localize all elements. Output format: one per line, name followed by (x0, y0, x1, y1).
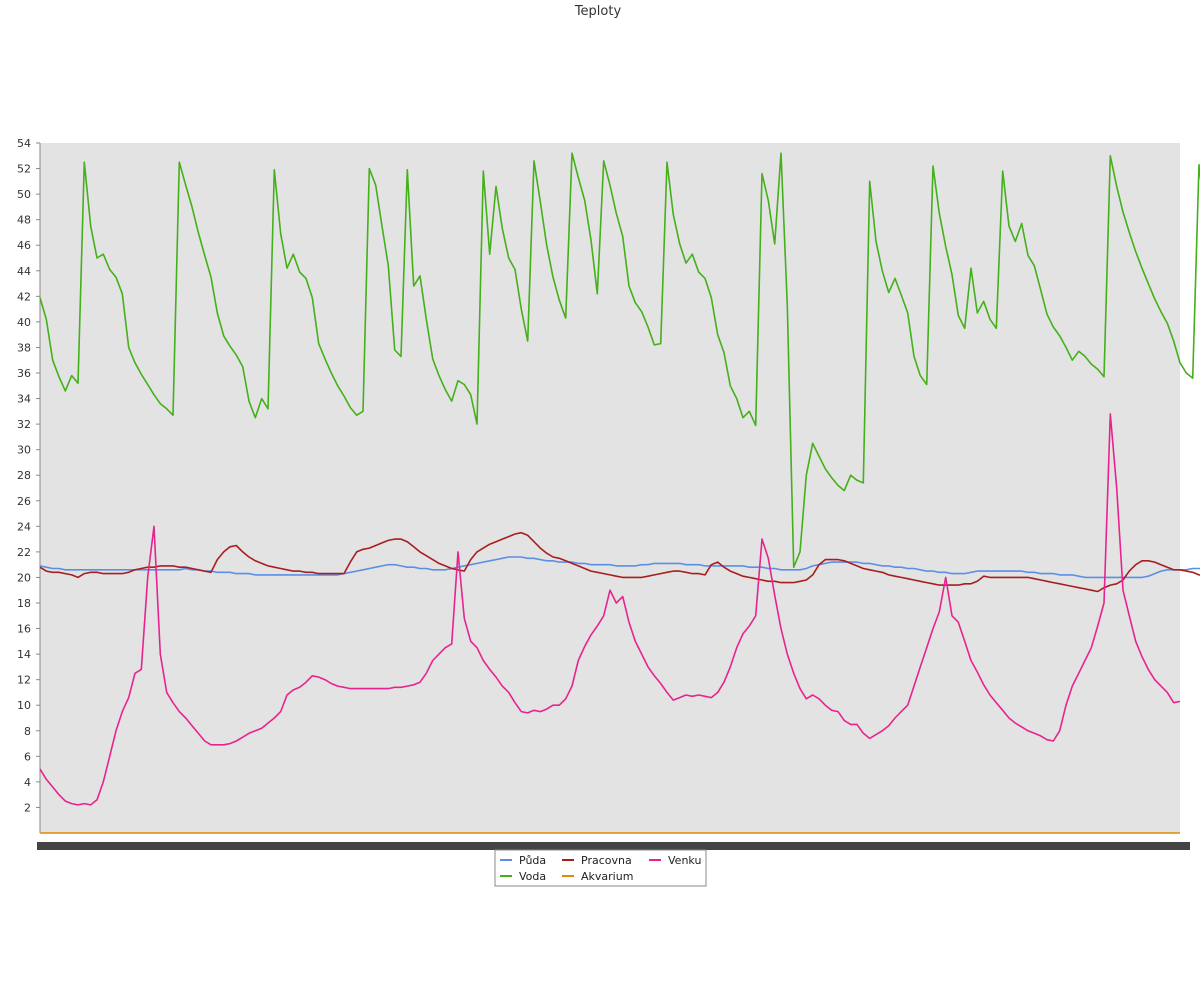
y-tick-label: 24 (17, 520, 31, 533)
y-tick-label: 50 (17, 188, 31, 201)
y-tick-label: 44 (17, 265, 31, 278)
x-axis-tick-labels (37, 842, 1190, 850)
y-tick-label: 40 (17, 316, 31, 329)
legend-label: Voda (519, 870, 546, 883)
series-line-voda (39, 152, 1200, 569)
legend-label: Pracovna (581, 854, 632, 867)
y-tick-label: 4 (24, 776, 31, 789)
legend-label: Půda (519, 854, 546, 867)
y-tick-label: 22 (17, 546, 31, 559)
y-tick-label: 32 (17, 418, 31, 431)
series-line-venku (39, 413, 1181, 806)
y-tick-label: 42 (17, 290, 31, 303)
legend-box (494, 849, 707, 887)
y-tick-label: 38 (17, 341, 31, 354)
y-tick-label: 46 (17, 239, 31, 252)
y-tick-label: 18 (17, 597, 31, 610)
y-tick-label: 34 (17, 393, 31, 406)
legend: Půda Voda Pracovna Akvarium Venku (494, 849, 707, 887)
series-line-půda (39, 556, 1200, 579)
series-layer (39, 152, 1200, 834)
y-tick-label: 14 (17, 648, 31, 661)
y-tick-label: 36 (17, 367, 31, 380)
legend-label: Venku (668, 854, 701, 867)
y-tick-label: 54 (17, 137, 31, 150)
y-tick-label: 30 (17, 444, 31, 457)
chart-title: Teploty (574, 4, 622, 19)
series-line-pracovna (39, 531, 1200, 593)
y-tick-label: 8 (24, 725, 31, 738)
y-tick-label: 52 (17, 163, 31, 176)
y-tick-label: 6 (24, 750, 31, 763)
y-tick-label: 2 (24, 801, 31, 814)
y-tick-label: 12 (17, 674, 31, 687)
y-tick-label: 28 (17, 469, 31, 482)
y-tick-label: 10 (17, 699, 31, 712)
y-tick-label: 16 (17, 623, 31, 636)
y-tick-label: 20 (17, 571, 31, 584)
y-axis: 2468101214161820222426283032343638404244… (17, 137, 41, 833)
y-tick-label: 26 (17, 495, 31, 508)
plot-area (40, 143, 1180, 833)
legend-label: Akvarium (581, 870, 633, 883)
y-tick-label: 48 (17, 214, 31, 227)
